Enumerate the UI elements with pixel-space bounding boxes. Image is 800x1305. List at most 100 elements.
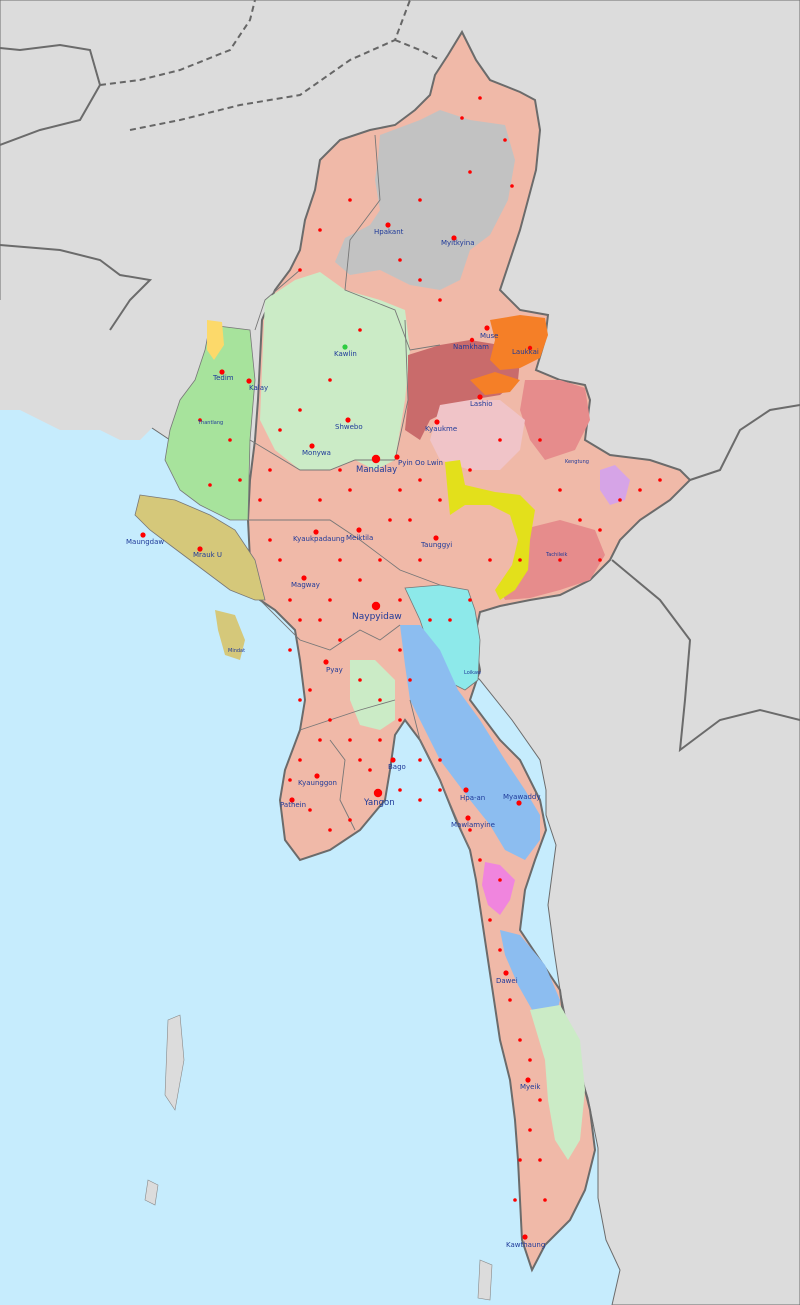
settlement-dot — [558, 488, 562, 492]
settlement-dot — [358, 578, 362, 582]
city-dot-meiktila — [356, 527, 362, 533]
city-label-bago: Bago — [388, 763, 406, 771]
islands — [144, 1014, 493, 1301]
settlement-dot — [238, 478, 242, 482]
city-label-hpakant: Hpakant — [374, 228, 404, 236]
settlement-dot — [268, 538, 272, 542]
city-label-taunggyi: Taunggyi — [420, 541, 452, 549]
settlement-dot — [298, 268, 302, 272]
settlement-dot — [298, 758, 302, 762]
city-dot-kawlin — [342, 344, 348, 350]
settlement-dot — [328, 828, 332, 832]
city-label-maungdaw: Maungdaw — [126, 538, 164, 546]
settlement-dot — [428, 618, 432, 622]
city-label-dawei: Dawei — [496, 977, 518, 985]
settlement-dot — [538, 1098, 542, 1102]
city-dot-kyaukpadaung — [313, 529, 319, 535]
settlement-dot — [468, 828, 472, 832]
settlement-dot — [378, 738, 382, 742]
city-label-kengtung: Kengtung — [565, 459, 589, 465]
settlement-dot — [368, 768, 372, 772]
settlement-dot — [468, 468, 472, 472]
settlement-dot — [468, 170, 472, 174]
settlement-dot — [358, 328, 362, 332]
settlement-dot — [598, 558, 602, 562]
settlement-dot — [398, 258, 402, 262]
settlement-dot — [518, 558, 522, 562]
settlement-dot — [418, 558, 422, 562]
city-dot-magway — [301, 575, 307, 581]
city-dot-naypyidaw — [371, 601, 381, 611]
settlement-dot — [518, 1038, 522, 1042]
settlement-dot — [348, 488, 352, 492]
city-label-myawaddy: Myawaddy — [503, 793, 541, 801]
settlement-dot — [528, 1128, 532, 1132]
settlement-dot — [308, 808, 312, 812]
settlement-dot — [528, 1058, 532, 1062]
settlement-dot — [398, 718, 402, 722]
settlement-dot — [438, 298, 442, 302]
city-label-kyaukme: Kyaukme — [425, 425, 457, 433]
settlement-dot — [518, 1158, 522, 1162]
settlement-dot — [398, 488, 402, 492]
city-label-kalay: Kalay — [249, 384, 268, 392]
bago-green-area — [350, 660, 395, 730]
settlement-dot — [498, 878, 502, 882]
settlement-dot — [318, 738, 322, 742]
settlement-dot — [258, 498, 262, 502]
settlement-dot — [448, 618, 452, 622]
city-label-shwebo: Shwebo — [335, 423, 363, 431]
settlement-dot — [578, 518, 582, 522]
settlement-dot — [298, 408, 302, 412]
city-label-namkham: Namkham — [453, 343, 489, 351]
settlement-dot — [288, 778, 292, 782]
settlement-dot — [408, 678, 412, 682]
city-label-kawthaung: Kawthaung — [506, 1241, 545, 1249]
settlement-dot — [478, 858, 482, 862]
settlement-dot — [598, 528, 602, 532]
settlement-dot — [460, 116, 464, 120]
city-dot-pathein — [289, 797, 295, 803]
settlement-dot — [338, 468, 342, 472]
settlement-dot — [228, 438, 232, 442]
city-label-myitkyina: Myitkyina — [441, 239, 475, 247]
city-label-kyaukpadaung: Kyaukpadaung — [293, 535, 345, 543]
settlement-dot — [348, 818, 352, 822]
settlement-dot — [388, 518, 392, 522]
city-label-myeik: Myeik — [520, 1083, 541, 1091]
settlement-dot — [298, 698, 302, 702]
settlement-dot — [208, 483, 212, 487]
city-label-pyin-oo-lwin: Pyin Oo Lwin — [398, 459, 443, 467]
kokang-area-south — [470, 372, 520, 395]
karen-blue-area — [400, 625, 540, 860]
settlement-dot — [328, 718, 332, 722]
settlement-dot — [468, 598, 472, 602]
settlement-dot — [438, 788, 442, 792]
city-dot-pyay — [323, 659, 329, 665]
settlement-dot — [398, 598, 402, 602]
settlement-dot — [288, 598, 292, 602]
city-dot-laukkai — [527, 345, 533, 351]
settlement-dot — [378, 558, 382, 562]
city-dot-kyaunggon — [314, 773, 320, 779]
city-dot-tedim — [219, 369, 225, 375]
settlement-dot — [298, 618, 302, 622]
city-dot-maungdaw — [140, 532, 146, 538]
city-label-mindat: Mindat — [228, 648, 245, 654]
chin-state-area — [164, 324, 256, 521]
city-label-tedim: Tedim — [212, 374, 234, 382]
settlement-dot — [318, 498, 322, 502]
settlement-dot — [543, 1198, 547, 1202]
settlement-dot — [278, 558, 282, 562]
city-dot-muse — [484, 325, 490, 331]
settlement-dot — [338, 558, 342, 562]
city-label-magway: Magway — [291, 581, 320, 589]
bangladesh-land — [0, 300, 160, 440]
settlement-dot — [358, 758, 362, 762]
settlement-dot — [328, 598, 332, 602]
settlement-dot — [278, 428, 282, 432]
city-dot-myeik — [525, 1077, 531, 1083]
settlement-dot — [348, 198, 352, 202]
settlement-dot — [418, 478, 422, 482]
